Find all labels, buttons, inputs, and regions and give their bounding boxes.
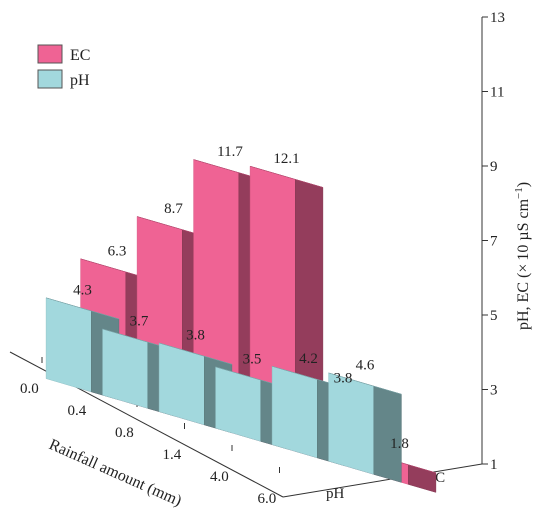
ec-value-label: 6.3 (108, 243, 127, 259)
legend-label-ec: EC (70, 47, 90, 64)
ph-value-label: 3.8 (186, 328, 205, 344)
ph-bar (328, 372, 402, 483)
ec-value-label: 8.7 (164, 201, 183, 217)
y-tick-label: 7 (490, 234, 498, 250)
depth-axis-line (282, 463, 483, 498)
x-tick-label: 1.4 (163, 447, 182, 463)
legend-swatch-ec (37, 44, 63, 64)
legend-swatch-ph (37, 69, 63, 89)
ph-value-label: 3.5 (243, 352, 262, 368)
ec-bar-top (250, 165, 323, 188)
y-axis-title: pH, EC (×10 µS cm−1) (513, 182, 532, 330)
ph-bar-top (46, 297, 119, 320)
ph-bar-front (328, 372, 375, 475)
ph-bar-side (373, 385, 402, 483)
y-tick-label: 1 (490, 457, 498, 473)
value-labels: 6.3 8.7 11.7 12.1 3.8 1.8 4.3 3.7 3.8 3.5 4.2 4.6 (73, 144, 409, 452)
x-tick-label: 0.8 (115, 425, 134, 441)
ec-value-label: 12.1 (273, 151, 299, 167)
depth-tick-label: pH (326, 486, 345, 502)
ph-bar (271, 365, 346, 467)
ec-value-label: 1.8 (390, 436, 409, 452)
ph-value-label: 4.3 (73, 282, 92, 298)
ph-bar-front (102, 328, 149, 409)
ph-value-label: 4.6 (356, 358, 375, 374)
y-tick-label: 11 (490, 85, 504, 101)
ph-bar-top (159, 342, 232, 365)
ec-value-label: 3.8 (334, 371, 353, 387)
ph-value-label: 3.7 (130, 314, 149, 330)
legend: EC pH (37, 44, 90, 89)
legend-label-ph: pH (70, 72, 90, 89)
x-tick-label: 0.4 (68, 403, 87, 419)
ph-bar-top (328, 372, 402, 395)
y-tick-label: 13 (490, 10, 505, 26)
y-tick-label: 9 (490, 159, 498, 175)
x-tick-label: 6.0 (258, 491, 277, 507)
ph-bar-front (271, 365, 318, 459)
x-tick-label: 0.0 (20, 381, 39, 397)
y-tick-label: 5 (490, 308, 498, 324)
x-tick-label: 4.0 (210, 469, 229, 485)
ph-bar-front (45, 297, 92, 393)
ph-bar-front (158, 342, 205, 426)
ec-value-label: 11.7 (217, 144, 243, 160)
y-tick-label: 3 (490, 383, 498, 399)
ph-value-label: 4.2 (299, 351, 318, 367)
bars (45, 159, 437, 493)
